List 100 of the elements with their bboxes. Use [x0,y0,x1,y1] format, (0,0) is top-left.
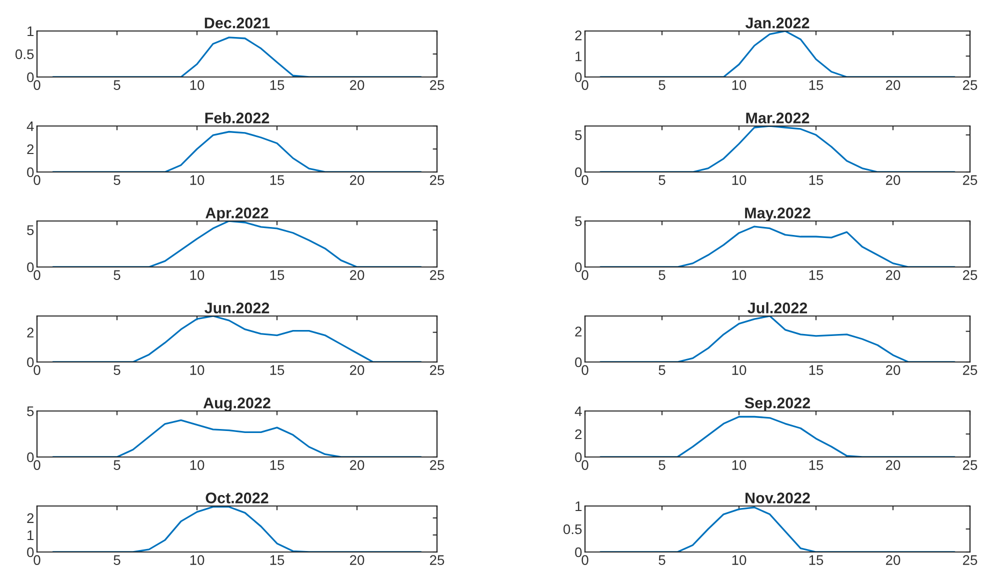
y-tick-label: 5 [575,216,582,226]
y-tick-label: 0 [575,72,582,82]
x-tick-label: 15 [809,175,824,185]
line-series [600,316,956,362]
x-tick-label: 5 [114,555,120,565]
x-tick-label: 10 [732,80,746,90]
y-tick-label: 5 [27,406,34,416]
y-tick-label: 1 [576,52,582,62]
x-tick-label: 25 [962,175,978,185]
x-tick-label: 10 [732,175,746,185]
x-tick-label: 25 [430,365,444,375]
x-tick-label: 25 [962,460,978,470]
y-tick-label: 0 [27,167,34,178]
chart-title: Aug.2022 [203,398,270,412]
x-tick-label: 15 [270,460,284,470]
y-tick-label: 2 [27,328,34,338]
x-tick-label: 25 [962,365,978,375]
line-series [600,416,956,457]
y-tick-label: 0 [27,547,34,558]
line-series [52,316,422,362]
y-tick-label: 1 [576,501,582,512]
y-tick-label: 0 [575,357,582,368]
chart-title: May.2022 [745,208,810,222]
x-tick-label: 20 [350,460,364,470]
x-tick-label: 5 [114,175,120,185]
x-tick-label: 10 [190,460,204,470]
x-tick-label: 15 [270,80,284,90]
x-tick-label: 25 [962,555,978,565]
y-tick-label: 0 [27,452,34,462]
chart-title: Jun.2022 [204,302,270,314]
x-tick-label: 5 [114,460,120,470]
chart-title: Sep.2022 [744,398,810,412]
x-tick-label: 15 [809,460,824,470]
x-tick-label: 25 [430,555,444,565]
x-tick-label: 10 [190,175,204,185]
line-series [52,221,422,267]
x-tick-label: 20 [886,365,900,375]
y-tick-label: 2 [575,30,582,40]
y-tick-label: 0 [575,262,582,272]
y-tick-label: 2 [27,513,34,523]
chart-title: Nov.2022 [746,492,810,504]
line-series [600,226,956,267]
x-tick-label: 15 [270,365,284,375]
x-tick-label: 15 [809,80,824,90]
x-tick-label: 20 [886,555,900,565]
x-tick-label: 5 [114,80,120,90]
chart-title: Oct.2022 [206,492,268,504]
y-tick-label: 1 [28,26,34,36]
x-tick-label: 25 [962,270,978,280]
line-series [600,506,956,552]
x-tick-label: 15 [270,175,284,185]
line-series [52,419,422,457]
x-tick-label: 10 [190,555,204,565]
chart-title: Mar.2022 [746,112,810,124]
x-tick-label: 10 [732,460,746,470]
y-tick-label: 2 [27,144,34,154]
line-series [52,36,422,77]
x-tick-label: 5 [658,80,666,90]
x-tick-label: 20 [350,555,364,565]
chart-title: Dec.2021 [204,18,270,28]
y-tick-label: 0 [575,167,582,178]
line-series [600,31,956,77]
line-series [52,130,422,172]
x-tick-label: 10 [732,365,746,375]
x-tick-label: 15 [809,555,824,565]
chart-title: Apr.2022 [206,208,268,222]
x-tick-label: 20 [350,365,364,375]
chart-title: Jul.2022 [748,302,808,314]
x-tick-label: 10 [190,270,204,280]
y-tick-label: 0 [27,72,34,82]
y-tick-label: 0.5 [15,49,34,60]
x-tick-label: 5 [114,365,120,375]
x-tick-label: 10 [732,270,746,280]
y-tick-label: 0 [27,262,34,272]
x-tick-label: 25 [430,460,444,470]
y-tick-label: 1 [28,530,34,540]
line-series [600,126,956,172]
y-tick-label: 5 [27,225,34,236]
y-tick-label: 4 [26,121,34,132]
x-tick-label: 25 [430,270,444,280]
x-tick-label: 25 [962,80,978,90]
x-tick-label: 10 [190,365,204,375]
x-tick-label: 20 [886,270,900,280]
y-tick-label: 2 [575,326,582,336]
y-tick-label: 0 [575,452,582,462]
x-tick-label: 25 [430,175,444,185]
x-tick-label: 15 [270,555,284,565]
x-tick-label: 15 [809,365,824,375]
x-tick-label: 20 [886,175,900,185]
x-tick-label: 10 [190,80,204,90]
x-tick-label: 20 [886,460,900,470]
x-tick-label: 15 [270,270,284,280]
y-tick-label: 0.5 [563,524,582,534]
x-tick-label: 5 [658,555,666,565]
x-tick-label: 15 [809,270,824,280]
x-tick-label: 5 [658,175,666,185]
x-tick-label: 10 [732,555,746,565]
x-tick-label: 20 [350,270,364,280]
chart-title: Feb.2022 [205,112,270,124]
y-tick-label: 4 [574,406,582,416]
